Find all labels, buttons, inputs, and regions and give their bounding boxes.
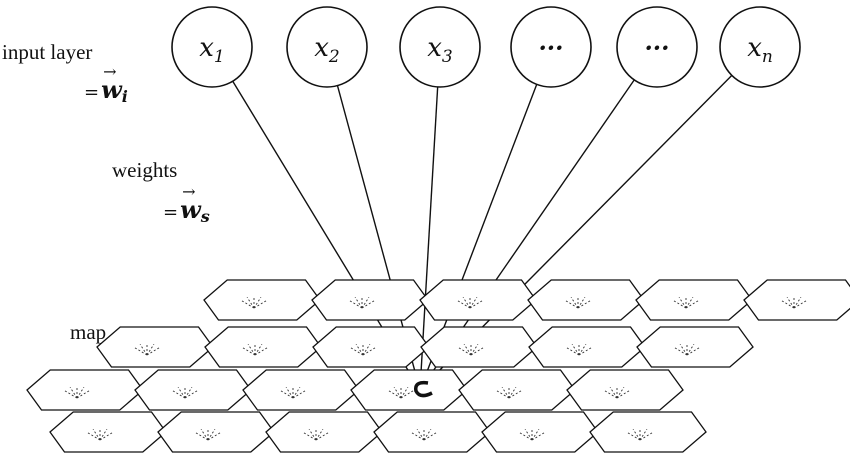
map-cell-vector — [64, 390, 78, 399]
map-cell-vector — [604, 390, 618, 399]
map-hex-cell — [49, 411, 167, 453]
map-cell-vector — [315, 432, 329, 441]
map-cell-vector — [146, 347, 160, 356]
map-hex-cell — [204, 326, 322, 368]
map-cell-vector — [76, 390, 90, 399]
map-cell-vector — [362, 347, 376, 356]
map-cell-vector — [87, 432, 101, 441]
map-hex-cell — [419, 279, 537, 321]
map-cell-vector — [565, 300, 579, 309]
map-cell-vector — [627, 432, 641, 441]
input-node-circle — [171, 6, 253, 88]
map-cell-vector — [639, 432, 653, 441]
input-node-circle — [616, 6, 698, 88]
map-cell-vector — [578, 347, 592, 356]
map-hex-cell — [635, 279, 753, 321]
input-node-subscript: 3 — [442, 47, 453, 67]
map-hex-cell — [265, 411, 383, 453]
map-cell-vector — [195, 432, 209, 441]
map-cell-vector — [99, 432, 113, 441]
input-vector-label: =wi — [84, 64, 128, 105]
weights-vector-label: =ws — [163, 184, 210, 225]
map-cell-vector — [469, 300, 483, 309]
map-hex-cell — [589, 411, 707, 453]
map-cell-vector — [519, 432, 533, 441]
map-cell-vector — [411, 432, 425, 441]
map-cell-vector — [470, 347, 484, 356]
input-node-circle — [510, 6, 592, 88]
map-hex-cell — [203, 279, 321, 321]
map-cell-vector — [280, 390, 294, 399]
map-cell-vector — [793, 300, 807, 309]
map-cell-vector — [242, 347, 256, 356]
map-cell-vector — [172, 390, 186, 399]
map-cell-vector — [292, 390, 306, 399]
input-node-subscript: 1 — [214, 47, 225, 67]
map-cell-vector — [616, 390, 630, 399]
input-node-circle — [286, 6, 368, 88]
winning-unit-marker — [414, 380, 433, 398]
map-hex-cell — [481, 411, 599, 453]
map-hex-cell — [26, 369, 144, 411]
map-cell-vector — [686, 347, 700, 356]
map-cell-vector — [423, 432, 437, 441]
map-cell-vector — [685, 300, 699, 309]
map-hex-cell — [350, 369, 468, 411]
map-cell-vector — [303, 432, 317, 441]
map-cell-vector — [566, 347, 580, 356]
input-node-1: x1 — [171, 6, 253, 88]
input-node-subscript: 2 — [328, 47, 340, 67]
input-node-label: ··· — [644, 33, 669, 62]
map-cell-vector — [577, 300, 591, 309]
map-hex-cell — [134, 369, 252, 411]
map-hex-cell — [157, 411, 275, 453]
map-cell-vector — [508, 390, 522, 399]
map-cell-vector — [241, 300, 255, 309]
map-cell-vector — [134, 347, 148, 356]
map-cell-vector — [674, 347, 688, 356]
map-cell-vector — [496, 390, 510, 399]
map-hex-cell — [527, 279, 645, 321]
map-hex-cell — [312, 326, 430, 368]
map-cell-vector — [457, 300, 471, 309]
map-label: map — [70, 320, 107, 344]
map-hex-cell — [743, 279, 850, 321]
input-node-label: ··· — [538, 33, 563, 62]
input-node-2: x2 — [286, 6, 368, 88]
input-node-circle — [719, 6, 801, 88]
map-hex-cell — [636, 326, 754, 368]
map-hex-cell — [373, 411, 491, 453]
input-node-6: xn — [719, 6, 801, 88]
input-node-circle — [399, 6, 481, 88]
map-hex-cell — [528, 326, 646, 368]
map-cell-vector — [458, 347, 472, 356]
map-cell-vector — [388, 390, 402, 399]
map-cell-vector — [349, 300, 363, 309]
map-cell-vector — [361, 300, 375, 309]
map-cell-vector — [531, 432, 545, 441]
map-hex-grid — [26, 279, 850, 453]
map-hex-cell — [566, 369, 684, 411]
map-cell-vector — [253, 300, 267, 309]
weights-label: weights — [112, 158, 178, 182]
map-cell-vector — [207, 432, 221, 441]
map-hex-cell — [458, 369, 576, 411]
map-hex-cell — [311, 279, 429, 321]
map-cell-vector — [350, 347, 364, 356]
map-cell-vector — [184, 390, 198, 399]
map-cell-vector — [254, 347, 268, 356]
map-cell-vector — [400, 390, 414, 399]
map-hex-cell — [96, 326, 214, 368]
input-node-subscript: n — [762, 47, 773, 67]
input-node-3: x3 — [399, 6, 481, 88]
map-hex-cell — [420, 326, 538, 368]
map-hex-cell — [242, 369, 360, 411]
input-node-5: ··· — [616, 6, 698, 88]
map-cell-vector — [781, 300, 795, 309]
input-node-4: ··· — [510, 6, 592, 88]
input-layer-label: input layer — [2, 40, 93, 64]
map-cell-vector — [673, 300, 687, 309]
input-nodes: x1 x2 x3 ··· ··· xn — [171, 6, 801, 88]
